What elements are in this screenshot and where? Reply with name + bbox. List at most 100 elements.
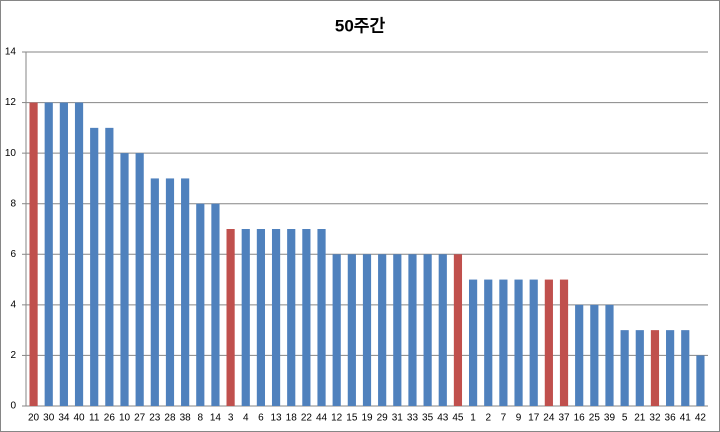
y-tick-label: 0 <box>10 401 16 412</box>
x-tick-label: 25 <box>589 413 601 424</box>
bar <box>226 229 235 406</box>
x-tick-label: 23 <box>149 413 161 424</box>
x-tick-label: 35 <box>422 413 434 424</box>
x-tick-label: 9 <box>516 413 522 424</box>
x-tick-label: 22 <box>301 413 313 424</box>
x-tick-label: 11 <box>89 413 100 424</box>
bar <box>347 254 356 406</box>
x-tick-label: 16 <box>574 413 586 424</box>
x-tick-label: 8 <box>198 413 204 424</box>
bar <box>438 254 447 406</box>
bar <box>423 254 432 406</box>
x-tick-label: 13 <box>271 413 283 424</box>
bar <box>196 203 205 406</box>
y-tick-label: 10 <box>5 148 17 159</box>
bar <box>559 279 569 406</box>
bar <box>271 229 281 406</box>
x-tick-label: 29 <box>377 413 389 424</box>
bar <box>362 254 372 406</box>
y-tick-label: 2 <box>10 350 16 361</box>
bar <box>287 229 296 406</box>
y-tick-label: 8 <box>10 198 16 209</box>
y-tick-label: 12 <box>5 97 17 108</box>
x-tick-label: 30 <box>43 413 55 424</box>
bar <box>468 279 478 406</box>
x-tick-label: 26 <box>104 413 116 424</box>
bar <box>453 254 463 406</box>
bar <box>181 178 190 406</box>
x-tick-label: 5 <box>622 413 628 424</box>
x-tick-label: 10 <box>119 413 131 424</box>
x-tick-label: 12 <box>331 413 343 424</box>
bar <box>241 229 250 406</box>
x-tick-label: 38 <box>180 413 192 424</box>
bar <box>696 355 705 406</box>
bar <box>256 229 266 406</box>
x-tick-label: 27 <box>134 413 146 424</box>
y-tick-label: 4 <box>10 299 16 310</box>
x-tick-label: 34 <box>58 413 70 424</box>
bar <box>681 330 690 406</box>
x-tick-label: 14 <box>210 413 222 424</box>
bar <box>590 304 599 406</box>
x-tick-label: 24 <box>543 413 555 424</box>
bar <box>393 254 402 406</box>
x-tick-label: 1 <box>470 413 476 424</box>
bar <box>302 229 311 406</box>
x-tick-label: 20 <box>28 413 40 424</box>
bar <box>575 304 584 406</box>
bar <box>499 279 508 406</box>
y-tick-label: 14 <box>5 47 17 58</box>
x-tick-label: 42 <box>695 413 707 424</box>
bar <box>90 127 99 406</box>
bar <box>105 127 114 406</box>
bar <box>120 153 129 406</box>
chart-title: 50주간 <box>335 16 386 35</box>
bar <box>150 178 159 406</box>
y-tick-label: 6 <box>10 249 16 260</box>
x-tick-label: 43 <box>437 413 449 424</box>
bar <box>135 153 144 406</box>
x-tick-label: 19 <box>361 413 373 424</box>
x-tick-label: 41 <box>680 413 692 424</box>
x-tick-label: 45 <box>452 413 464 424</box>
x-tick-label: 4 <box>243 413 249 424</box>
x-tick-label: 33 <box>407 413 419 424</box>
bar <box>666 330 675 406</box>
bar <box>29 102 38 407</box>
x-tick-label: 18 <box>286 413 298 424</box>
x-tick-label: 39 <box>604 413 616 424</box>
x-tick-label: 2 <box>485 413 491 424</box>
bar <box>408 254 417 406</box>
x-tick-label: 17 <box>528 413 540 424</box>
bar <box>514 279 523 406</box>
x-tick-label: 37 <box>558 413 570 424</box>
x-tick-label: 31 <box>392 413 404 424</box>
x-tick-label: 6 <box>258 413 264 424</box>
bar <box>529 279 538 406</box>
bar <box>59 102 68 407</box>
bar <box>635 330 644 406</box>
bar <box>620 330 629 406</box>
bar <box>74 102 84 407</box>
bar <box>165 178 175 406</box>
x-tick-label: 40 <box>73 413 85 424</box>
bar <box>650 330 660 406</box>
bar <box>317 229 326 406</box>
x-tick-label: 44 <box>316 413 328 424</box>
x-tick-label: 28 <box>164 413 176 424</box>
x-tick-label: 15 <box>346 413 358 424</box>
x-tick-label: 32 <box>649 413 661 424</box>
bar <box>378 254 387 406</box>
bar <box>484 279 493 406</box>
x-tick-label: 36 <box>665 413 677 424</box>
bar <box>544 279 553 406</box>
bar <box>44 102 53 407</box>
bar <box>211 203 220 406</box>
x-tick-label: 21 <box>634 413 646 424</box>
bar <box>605 304 614 406</box>
x-tick-label: 7 <box>501 413 507 424</box>
x-tick-label: 3 <box>228 413 234 424</box>
